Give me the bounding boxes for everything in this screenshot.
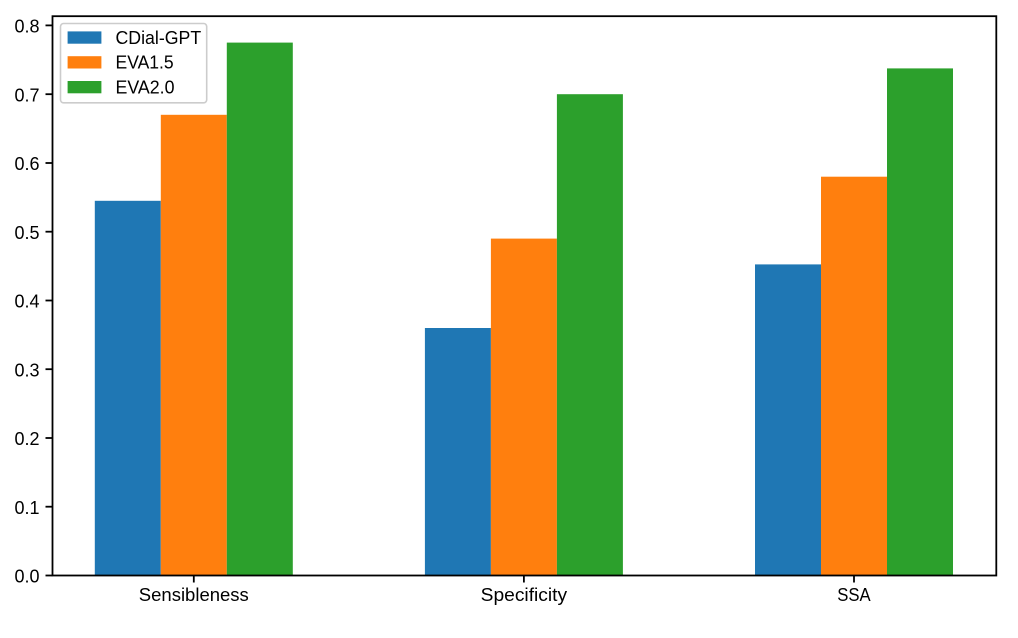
svg-text:Sensibleness: Sensibleness xyxy=(139,585,249,605)
svg-text:0.2: 0.2 xyxy=(14,429,39,449)
svg-text:0.1: 0.1 xyxy=(14,498,39,518)
svg-text:0.7: 0.7 xyxy=(14,85,39,105)
svg-text:EVA2.0: EVA2.0 xyxy=(116,78,175,98)
svg-text:0.4: 0.4 xyxy=(14,292,39,312)
svg-text:0.6: 0.6 xyxy=(14,154,39,174)
svg-text:SSA: SSA xyxy=(837,585,870,605)
svg-text:EVA1.5: EVA1.5 xyxy=(116,53,174,73)
svg-text:0.5: 0.5 xyxy=(14,223,39,243)
svg-text:0.3: 0.3 xyxy=(14,360,39,380)
svg-text:Specificity: Specificity xyxy=(481,585,567,605)
svg-text:0.8: 0.8 xyxy=(14,17,39,37)
svg-text:CDial-GPT: CDial-GPT xyxy=(116,28,202,48)
svg-text:0.0: 0.0 xyxy=(14,567,39,587)
